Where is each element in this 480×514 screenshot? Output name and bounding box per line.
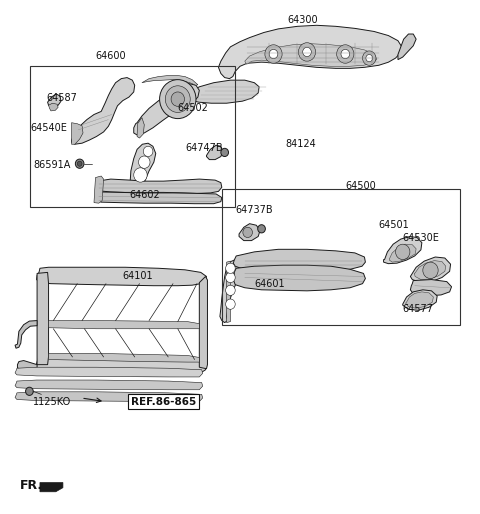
Circle shape bbox=[258, 225, 265, 233]
Polygon shape bbox=[36, 267, 206, 286]
Text: 64600: 64600 bbox=[96, 51, 126, 61]
Polygon shape bbox=[410, 280, 452, 296]
Text: 86591A: 86591A bbox=[33, 160, 71, 170]
Polygon shape bbox=[96, 179, 222, 193]
Circle shape bbox=[226, 263, 235, 273]
Polygon shape bbox=[389, 244, 416, 262]
Circle shape bbox=[341, 49, 349, 59]
Polygon shape bbox=[72, 123, 83, 144]
Text: 64540E: 64540E bbox=[30, 123, 67, 133]
Text: 64587: 64587 bbox=[46, 93, 77, 103]
Bar bbox=[222, 189, 460, 325]
Text: 64530E: 64530E bbox=[403, 232, 440, 243]
Polygon shape bbox=[36, 356, 206, 376]
Text: REF.86-865: REF.86-865 bbox=[131, 397, 196, 407]
Circle shape bbox=[265, 45, 282, 63]
Polygon shape bbox=[15, 321, 37, 348]
Polygon shape bbox=[403, 290, 437, 310]
Text: 64747B: 64747B bbox=[185, 143, 223, 153]
Text: 1125KO: 1125KO bbox=[33, 397, 72, 407]
Polygon shape bbox=[48, 321, 199, 329]
Text: 64601: 64601 bbox=[254, 279, 285, 289]
Text: 64500: 64500 bbox=[345, 181, 376, 191]
Circle shape bbox=[226, 272, 235, 283]
Polygon shape bbox=[130, 143, 156, 191]
Circle shape bbox=[303, 47, 312, 57]
Polygon shape bbox=[220, 260, 242, 323]
Polygon shape bbox=[72, 78, 135, 144]
Polygon shape bbox=[239, 224, 260, 241]
Polygon shape bbox=[137, 118, 144, 138]
Polygon shape bbox=[233, 265, 365, 291]
Polygon shape bbox=[142, 76, 198, 85]
Polygon shape bbox=[40, 483, 63, 492]
Text: 64602: 64602 bbox=[129, 190, 160, 200]
Circle shape bbox=[25, 387, 33, 395]
Polygon shape bbox=[233, 249, 365, 272]
Polygon shape bbox=[17, 360, 37, 370]
Text: 64101: 64101 bbox=[123, 271, 154, 282]
Text: 64577: 64577 bbox=[403, 304, 434, 314]
Polygon shape bbox=[182, 80, 259, 103]
Circle shape bbox=[75, 159, 84, 168]
Polygon shape bbox=[206, 145, 223, 160]
Circle shape bbox=[171, 92, 184, 106]
Polygon shape bbox=[96, 192, 222, 204]
Circle shape bbox=[139, 156, 150, 168]
Polygon shape bbox=[199, 277, 207, 369]
Polygon shape bbox=[15, 392, 203, 401]
Polygon shape bbox=[48, 103, 58, 111]
Circle shape bbox=[366, 54, 372, 62]
Polygon shape bbox=[48, 94, 61, 107]
Circle shape bbox=[396, 244, 410, 260]
Circle shape bbox=[299, 43, 316, 61]
Polygon shape bbox=[414, 261, 446, 280]
Circle shape bbox=[226, 299, 235, 309]
Polygon shape bbox=[15, 367, 203, 377]
Polygon shape bbox=[406, 292, 433, 308]
Text: 64502: 64502 bbox=[178, 103, 209, 114]
Circle shape bbox=[165, 86, 190, 113]
Circle shape bbox=[243, 227, 252, 237]
Polygon shape bbox=[410, 257, 451, 283]
Polygon shape bbox=[178, 90, 188, 103]
Polygon shape bbox=[37, 272, 48, 364]
Circle shape bbox=[159, 80, 196, 119]
Circle shape bbox=[362, 51, 376, 65]
Bar bbox=[30, 66, 235, 207]
Circle shape bbox=[226, 285, 235, 296]
Text: 64300: 64300 bbox=[287, 15, 318, 25]
Polygon shape bbox=[94, 176, 104, 203]
Circle shape bbox=[269, 49, 278, 59]
Circle shape bbox=[336, 45, 354, 63]
Text: 84124: 84124 bbox=[286, 139, 316, 149]
Circle shape bbox=[423, 262, 438, 279]
Polygon shape bbox=[398, 34, 416, 60]
Polygon shape bbox=[134, 84, 199, 135]
Circle shape bbox=[77, 161, 82, 166]
Text: 64737B: 64737B bbox=[235, 205, 273, 215]
Polygon shape bbox=[245, 44, 377, 66]
Polygon shape bbox=[384, 236, 422, 264]
Text: 64501: 64501 bbox=[379, 220, 409, 230]
Polygon shape bbox=[15, 380, 203, 390]
Polygon shape bbox=[227, 261, 230, 323]
Polygon shape bbox=[48, 353, 199, 362]
Polygon shape bbox=[218, 25, 402, 79]
Circle shape bbox=[144, 146, 153, 157]
Circle shape bbox=[134, 168, 147, 182]
Text: FR.: FR. bbox=[20, 479, 43, 491]
Circle shape bbox=[221, 149, 228, 157]
